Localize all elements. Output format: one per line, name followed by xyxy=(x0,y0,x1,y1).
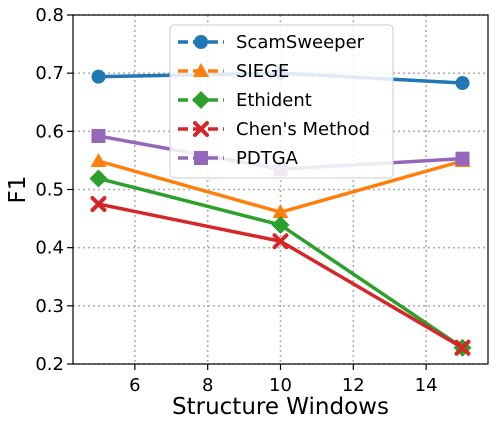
y-tick-label: 0.6 xyxy=(35,121,64,142)
data-point xyxy=(455,76,470,91)
legend-marker xyxy=(194,151,208,165)
data-point xyxy=(89,169,108,188)
x-tick-label: 10 xyxy=(269,375,292,396)
series-chen-s-method xyxy=(90,196,471,356)
x-axis-label: Structure Windows xyxy=(172,394,389,420)
data-point xyxy=(271,215,290,234)
x-marker-stroke xyxy=(90,196,107,213)
y-tick-label: 0.4 xyxy=(35,238,64,259)
x-marker-stroke xyxy=(454,339,471,356)
legend-item: Chen's Method xyxy=(178,119,370,140)
legend-marker xyxy=(193,63,209,77)
data-point xyxy=(454,339,471,356)
legend-item: SIEGE xyxy=(178,61,289,82)
legend-marker xyxy=(193,121,209,137)
y-tick-label: 0.7 xyxy=(35,63,64,84)
legend-label: PDTGA xyxy=(236,148,299,169)
x-tick-label: 6 xyxy=(129,375,140,396)
legend-marker xyxy=(194,35,208,49)
series-line xyxy=(98,176,464,350)
data-point xyxy=(272,233,289,250)
legend-item: Ethident xyxy=(178,90,312,111)
legend-label: ScamSweeper xyxy=(236,32,365,53)
data-point xyxy=(455,151,470,166)
y-axis-label: F1 xyxy=(5,176,31,204)
y-tick-label: 0.2 xyxy=(35,354,64,375)
legend: ScamSweeper SIEGE Ethident Chen's Method PDT… xyxy=(169,24,394,179)
legend-label: SIEGE xyxy=(236,61,289,82)
data-point xyxy=(272,204,289,219)
data-point xyxy=(91,69,106,84)
x-tick-label: 12 xyxy=(342,375,365,396)
legend-box xyxy=(169,24,394,179)
legend-item: ScamSweeper xyxy=(178,32,365,53)
legend-label: Ethident xyxy=(236,90,312,111)
series-ethident xyxy=(89,169,472,357)
legend-marker xyxy=(192,91,210,109)
x-marker-stroke xyxy=(193,121,209,137)
data-point xyxy=(90,196,107,213)
legend-item: PDTGA xyxy=(178,148,299,169)
x-tick-label: 8 xyxy=(202,375,213,396)
legend-label: Chen's Method xyxy=(236,119,370,140)
y-tick-label: 0.3 xyxy=(35,296,64,317)
x-tick-label: 14 xyxy=(415,375,438,396)
x-marker-stroke xyxy=(272,233,289,250)
data-point xyxy=(91,128,106,143)
y-tick-label: 0.8 xyxy=(35,5,64,26)
y-tick-label: 0.5 xyxy=(35,180,64,201)
data-point xyxy=(90,152,107,167)
